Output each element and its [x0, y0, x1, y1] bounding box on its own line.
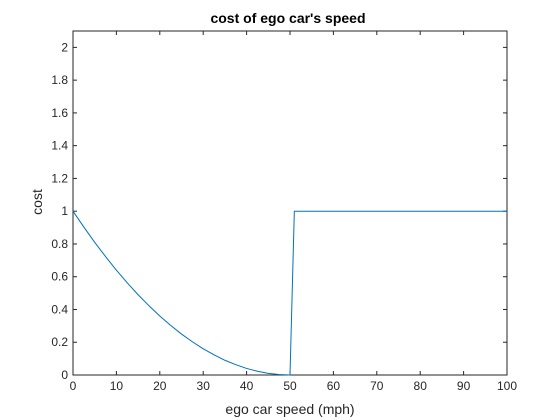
- x-tick-label: 40: [240, 379, 254, 393]
- x-tick-label: 20: [153, 379, 167, 393]
- y-tick-label: 2: [61, 40, 68, 54]
- x-tick-label: 80: [414, 379, 428, 393]
- x-tick-label: 90: [457, 379, 471, 393]
- y-tick-label: 0.6: [51, 270, 68, 284]
- y-tick-label: 0: [61, 368, 68, 382]
- y-tick-label: 1.8: [51, 73, 68, 87]
- y-axis-label: cost: [29, 189, 45, 215]
- y-tick-label: 0.8: [51, 237, 68, 251]
- x-tick-label: 100: [497, 379, 517, 393]
- chart-title: cost of ego car's speed: [210, 10, 365, 26]
- x-tick-label: 10: [110, 379, 124, 393]
- axes-box: [72, 30, 508, 376]
- y-tick-label: 1.6: [51, 106, 68, 120]
- series-line-0: [72, 210, 507, 376]
- x-tick-label: 50: [283, 379, 297, 393]
- ticks: 0 10 20 30 40 50 60 70 80 90 100 0 0.2 0.4 0.6 0.8 1 1.2 1…: [51, 31, 517, 393]
- y-tick-label: 0.4: [51, 302, 68, 316]
- x-tick-label: 30: [197, 379, 211, 393]
- y-tick-label: 1: [61, 204, 68, 218]
- x-tick-label: 70: [370, 379, 384, 393]
- y-tick-label: 0.2: [51, 335, 68, 349]
- x-tick-label: 60: [327, 379, 341, 393]
- plot-area-frame: [72, 30, 508, 376]
- series-lines: [72, 210, 507, 376]
- x-axis-label: ego car speed (mph): [225, 401, 354, 417]
- y-tick-label: 1.2: [51, 171, 68, 185]
- y-tick-label: 1.4: [51, 139, 68, 153]
- x-tick-label: 0: [70, 379, 77, 393]
